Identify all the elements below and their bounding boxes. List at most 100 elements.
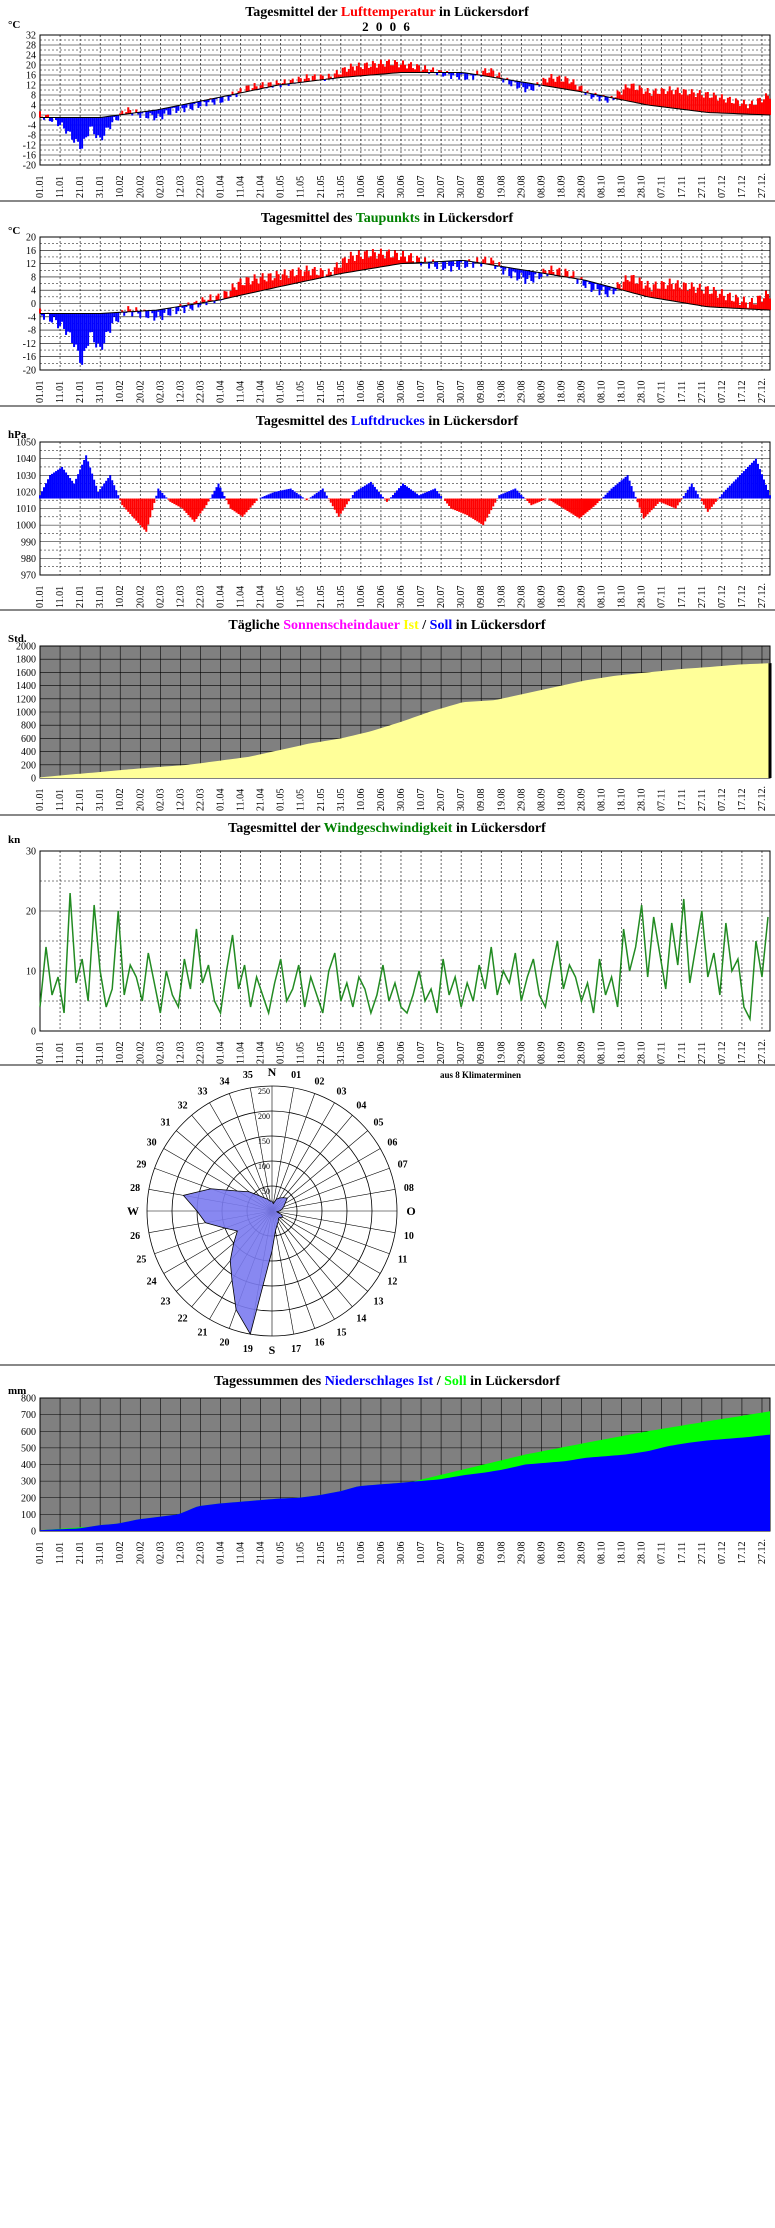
x-tick-label: 20.02: [135, 789, 146, 812]
precip-actual-area: [40, 1434, 770, 1531]
x-tick-label: 20.02: [135, 586, 146, 609]
x-tick-label: 18.09: [556, 381, 567, 404]
y-tick-label: 12: [26, 81, 36, 92]
x-tick-label: 29.08: [516, 1042, 527, 1065]
radial-tick-label: 150: [258, 1137, 270, 1146]
x-tick-label: 21.05: [316, 381, 327, 404]
x-tick-label: 01.05: [276, 789, 287, 812]
y-tick-label: -4: [28, 312, 36, 323]
x-tick-label: 22.03: [195, 586, 206, 609]
x-tick-label: 17.11: [677, 1042, 688, 1064]
x-tick-label: 21.01: [75, 381, 86, 404]
y-tick-label: 1030: [16, 471, 36, 482]
x-tick-label: 10.06: [356, 176, 367, 199]
x-tick-label: 30.06: [396, 176, 407, 199]
direction-label: 15: [337, 1327, 347, 1338]
direction-spoke: [271, 1130, 368, 1212]
x-tick-label: 21.05: [316, 789, 327, 812]
divider: [0, 1064, 775, 1066]
x-tick-label: 18.10: [617, 176, 628, 199]
direction-label: 26: [130, 1231, 140, 1242]
radial-tick-label: 250: [258, 1087, 270, 1096]
direction-spoke: [271, 1115, 353, 1212]
y-tick-label: 1010: [16, 504, 36, 515]
y-tick-label: 400: [21, 1460, 36, 1471]
x-tick-label: 12.03: [175, 586, 186, 609]
direction-label: 21: [198, 1327, 208, 1338]
x-tick-label: 20.07: [436, 1542, 447, 1565]
x-tick-label: 18.09: [556, 789, 567, 812]
x-tick-label: 20.07: [436, 789, 447, 812]
x-tick-label: 17.11: [677, 176, 688, 198]
divider: [0, 405, 775, 407]
x-tick-label: 10.07: [416, 586, 427, 609]
x-tick-label: 20.06: [376, 381, 387, 404]
x-tick-label: 01.01: [35, 381, 46, 404]
y-tick-label: 1800: [16, 655, 36, 666]
x-tick-label: 18.10: [617, 381, 628, 404]
y-tick-label: 1040: [16, 454, 36, 465]
temperature-panel: Tagesmittel der Lufttemperatur in Lücker…: [0, 0, 775, 200]
x-tick-label: 30.07: [456, 789, 467, 812]
x-tick-label: 17.12: [737, 176, 748, 199]
title-part: Windgeschwindigkeit: [324, 821, 453, 836]
x-tick-label: 01.04: [215, 381, 226, 404]
x-tick-label: 12.03: [175, 1542, 186, 1565]
x-tick-label: 21.01: [75, 176, 86, 199]
x-tick-label: 27.12.: [757, 786, 768, 811]
x-tick-label: 18.09: [556, 586, 567, 609]
x-tick-label: 18.10: [617, 789, 628, 812]
x-tick-label: 17.11: [677, 789, 688, 811]
direction-label: 33: [198, 1087, 208, 1098]
norm-line: [40, 259, 771, 314]
y-tick-label: -16: [23, 151, 36, 162]
direction-spoke: [271, 1210, 353, 1307]
x-tick-label: 11.01: [55, 176, 66, 198]
direction-label: 03: [337, 1087, 347, 1098]
x-tick-label: 02.03: [155, 381, 166, 404]
direction-spoke: [271, 1167, 390, 1212]
chart-title: Tagesmittel der Windgeschwindigkeit in L…: [228, 821, 546, 836]
x-tick-label: 10.07: [416, 789, 427, 812]
x-tick-label: 08.10: [597, 381, 608, 404]
x-tick-label: 29.08: [516, 381, 527, 404]
x-tick-label: 08.09: [536, 789, 547, 812]
wind-panel: Tagesmittel der Windgeschwindigkeit in L…: [0, 816, 775, 1064]
x-tick-label: 27.12.: [757, 1039, 768, 1064]
x-tick-label: 10.07: [416, 381, 427, 404]
y-tick-label: 12: [26, 259, 36, 270]
x-tick-label: 01.01: [35, 789, 46, 812]
title-part: in Lückersdorf: [452, 821, 546, 836]
x-tick-label: 28.09: [576, 176, 587, 199]
x-tick-label: 02.03: [155, 586, 166, 609]
x-tick-label: 20.07: [436, 586, 447, 609]
x-tick-label: 21.01: [75, 789, 86, 812]
title-part: Luftdruckes: [351, 414, 425, 429]
x-tick-label: 21.04: [256, 176, 267, 199]
x-tick-label: 17.12: [737, 381, 748, 404]
y-tick-label: 970: [21, 571, 36, 582]
x-tick-label: 21.01: [75, 586, 86, 609]
y-tick-label: 1600: [16, 668, 36, 679]
direction-label: 32: [178, 1101, 188, 1112]
x-tick-label: 17.11: [677, 381, 688, 403]
x-tick-label: 19.08: [496, 1542, 507, 1565]
x-tick-label: 29.08: [516, 586, 527, 609]
x-tick-label: 28.09: [576, 381, 587, 404]
direction-label: 19: [243, 1344, 253, 1355]
y-tick-label: 990: [21, 537, 36, 548]
direction-label: 13: [373, 1296, 383, 1307]
x-tick-label: 18.09: [556, 176, 567, 199]
x-tick-label: 21.01: [75, 1042, 86, 1065]
direction-spoke: [271, 1210, 381, 1274]
y-tick-label: 20: [26, 233, 36, 244]
title-part: in Lückersdorf: [452, 618, 546, 633]
x-tick-label: 31.05: [336, 1042, 347, 1065]
y-tick-label: 980: [21, 554, 36, 565]
x-tick-label: 21.05: [316, 1542, 327, 1565]
x-tick-label: 08.09: [536, 586, 547, 609]
x-tick-label: 07.12: [717, 1542, 728, 1565]
chart-title: Tägliche Sonnenscheindauer Ist / Soll in…: [228, 618, 546, 633]
x-tick-label: 02.03: [155, 1542, 166, 1565]
y-tick-label: -4: [28, 121, 36, 132]
